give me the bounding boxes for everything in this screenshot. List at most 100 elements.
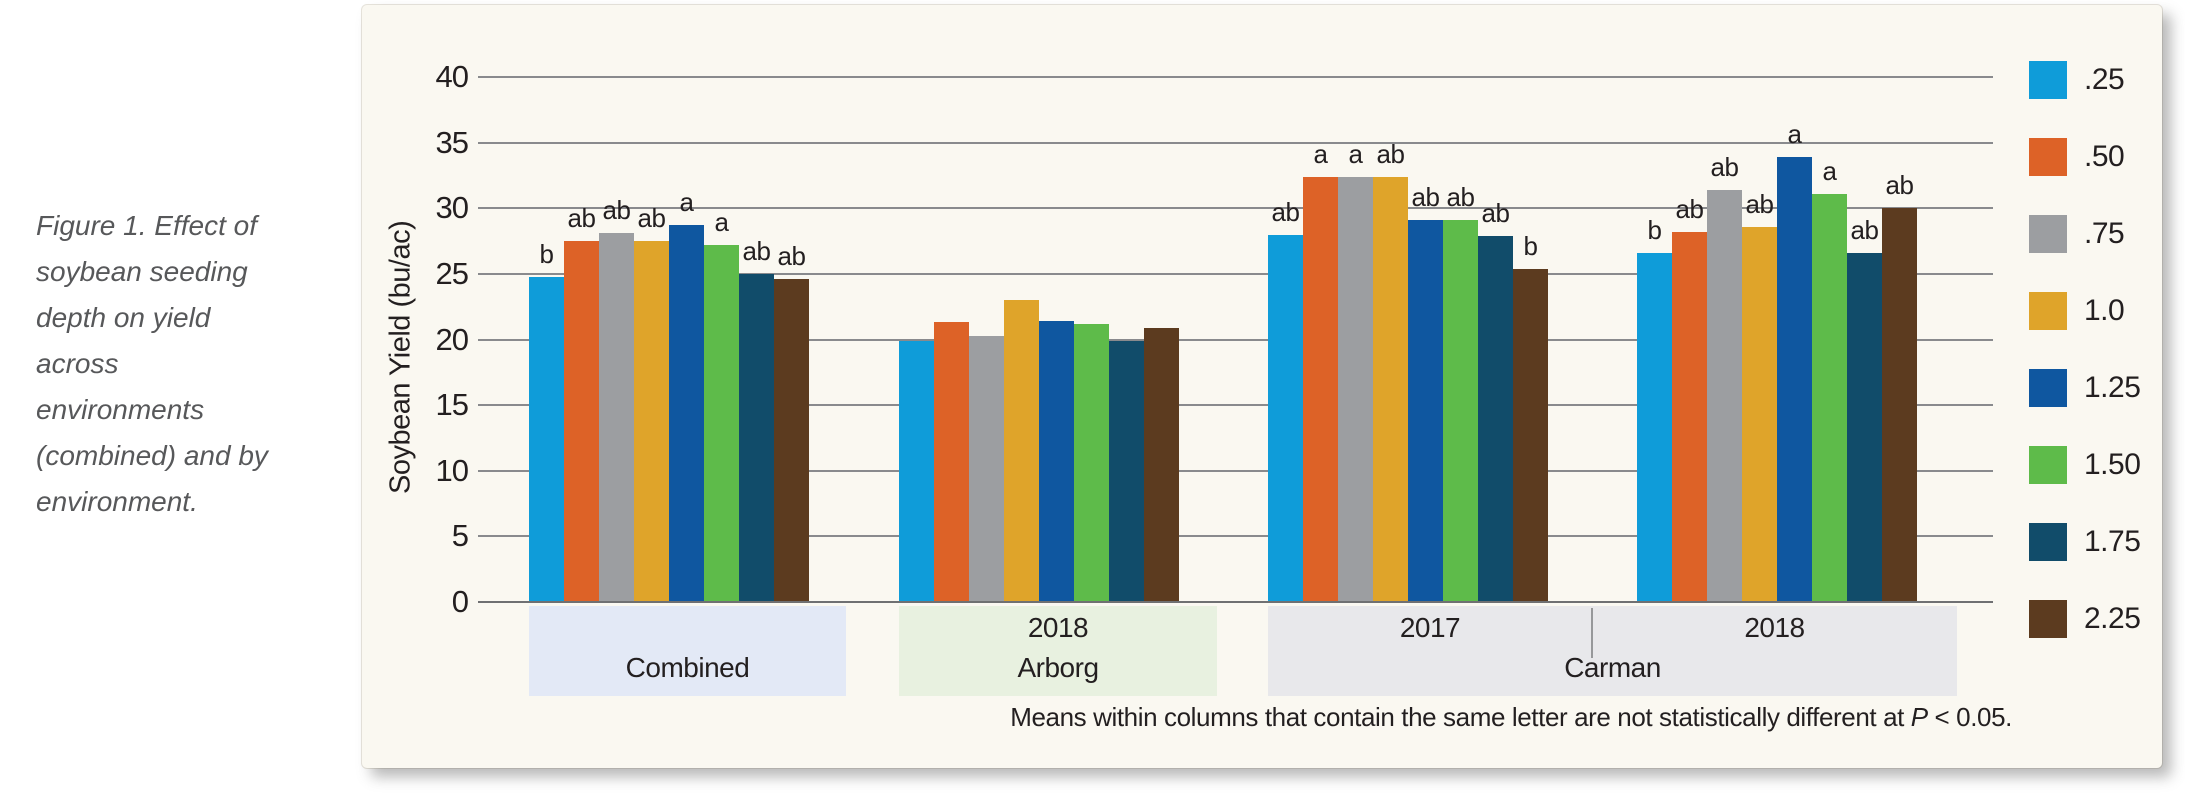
legend-swatch (2029, 138, 2067, 176)
significance-letter: a (714, 207, 729, 237)
bar-depth-.50-group-2 (1303, 176, 1338, 602)
y-tick-label-30: 30 (435, 190, 469, 226)
group-band-combined: Combined (529, 606, 846, 696)
significance-letter: ab (1885, 170, 1914, 201)
chart-panel: Soybean Yield (bu/ac) 0 5 10 15 20 25 30 35 40 Co… (362, 5, 2162, 768)
legend-swatch (2029, 369, 2067, 407)
group-band-arborg: 2018 Arborg (899, 606, 1217, 696)
legend-item-2.25: 2.25 (2029, 600, 2141, 638)
legend-label: 2.25 (2084, 602, 2141, 635)
legend-label: .50 (2084, 140, 2125, 173)
gridline-35 (478, 141, 1993, 144)
bar-depth-1.50-group-0 (704, 245, 739, 602)
legend-swatch (2029, 61, 2067, 99)
bar-depth-2.25-group-2 (1513, 268, 1548, 602)
bar-depth-2.25-group-3 (1882, 208, 1917, 602)
significance-letter: b (1523, 230, 1538, 261)
significance-letter: a (1313, 138, 1328, 169)
legend-swatch (2029, 215, 2067, 253)
significance-letter: b (539, 238, 554, 269)
bar-depth-.25-group-0 (529, 276, 564, 602)
bar-depth-.75-group-0 (599, 233, 634, 602)
y-tick-label-25: 25 (435, 255, 469, 291)
legend-label: .25 (2084, 63, 2125, 96)
bar-depth-1.25-group-3 (1777, 157, 1812, 602)
gridline-40 (478, 76, 1993, 78)
legend-item-1.0: 1.0 (2029, 292, 2140, 330)
band-year-label-right: 2018 (1744, 612, 1805, 643)
gridline-15 (478, 404, 1993, 407)
legend-swatch (2029, 292, 2067, 330)
bar-depth-1.25-group-2 (1408, 220, 1443, 602)
legend-item-.25: .25 (2029, 61, 2140, 99)
legend-swatch (2029, 523, 2067, 561)
bar-depth-1.0-group-3 (1742, 226, 1777, 602)
significance-letter: ab (1745, 188, 1774, 219)
significance-letter: ab (1481, 197, 1510, 228)
bar-depth-1.50-group-2 (1443, 220, 1478, 602)
x-axis-baseline (478, 601, 1993, 603)
band-year-label-left: 2017 (1399, 612, 1461, 643)
bar-depth-.75-group-2 (1338, 176, 1373, 602)
bar-depth-1.75-group-0 (739, 273, 774, 602)
bar-depth-.50-group-3 (1672, 231, 1707, 602)
legend-item-.75: .75 (2029, 215, 2140, 253)
footnote-text: Means within columns that contain the sa… (1010, 702, 1911, 732)
legend-swatch (2029, 600, 2067, 638)
footnote: Means within columns that contain the sa… (1010, 702, 2012, 733)
bar-depth-2.25-group-0 (774, 279, 809, 602)
y-tick-label-35: 35 (435, 124, 469, 160)
bar-depth-.75-group-3 (1707, 189, 1742, 602)
band-year-divider (1591, 608, 1593, 658)
gridline-5 (478, 535, 1993, 538)
y-tick-label-20: 20 (435, 321, 469, 357)
bar-depth-1.25-group-0 (669, 225, 704, 602)
significance-letter: ab (1376, 138, 1405, 169)
legend-label: 1.25 (2084, 371, 2141, 404)
legend-label: .75 (2084, 217, 2125, 250)
significance-letter: ab (1446, 182, 1475, 213)
legend-label: 1.0 (2084, 294, 2125, 327)
bar-depth-1.50-group-3 (1812, 193, 1847, 602)
bar-depth-1.75-group-2 (1478, 235, 1513, 602)
legend-swatch (2029, 446, 2067, 484)
bar-depth-1.75-group-3 (1847, 252, 1882, 602)
significance-letter: ab (1710, 151, 1739, 182)
bar-depth-.25-group-2 (1268, 234, 1303, 602)
significance-letter: a (679, 187, 694, 218)
group-band-carman: 2017 2018 Carman (1268, 606, 1957, 696)
significance-letter: ab (742, 235, 771, 266)
legend-item-.50: .50 (2029, 138, 2140, 176)
bar-depth-.25-group-3 (1637, 252, 1672, 602)
significance-letter: b (1647, 214, 1662, 245)
significance-letter: ab (602, 195, 631, 226)
bar-depth-1.75-group-1 (1109, 340, 1144, 602)
significance-letter: a (1348, 138, 1363, 169)
legend-item-1.50: 1.50 (2029, 446, 2141, 484)
significance-letter: a (1822, 155, 1837, 186)
legend-label: 1.75 (2084, 525, 2141, 558)
y-tick-label-40: 40 (435, 59, 469, 94)
bar-depth-.50-group-1 (934, 322, 969, 602)
bar-depth-2.25-group-1 (1144, 327, 1179, 602)
gridline-25 (478, 272, 1993, 275)
figure-caption: Figure 1. Effect of soybean seeding dept… (36, 210, 268, 517)
y-tick-label-0: 0 (451, 584, 469, 619)
legend: .25 .50 .75 1.0 1.25 1.50 1.75 2.25 (2029, 61, 2141, 638)
significance-letter: ab (777, 241, 806, 272)
gridline-30 (478, 207, 1993, 210)
bar-depth-1.50-group-1 (1074, 323, 1109, 602)
significance-letter: a (1787, 119, 1802, 150)
significance-letter: ab (1850, 214, 1879, 245)
gridline-20 (478, 338, 1993, 341)
y-tick-label-5: 5 (451, 518, 469, 554)
plot-area: 0 5 10 15 20 25 30 35 40 Combined 2018 Arborg 2017 20… (436, 61, 1993, 696)
band-environment-label: Arborg (1017, 652, 1099, 683)
gridline-10 (478, 469, 1993, 472)
significance-letter: ab (1271, 196, 1300, 227)
significance-letter: ab (1675, 193, 1704, 224)
bar-depth-.25-group-1 (899, 340, 934, 602)
band-year-label: 2018 (1027, 612, 1089, 643)
band-environment-label: Carman (1564, 652, 1661, 683)
bar-depth-1.25-group-1 (1039, 321, 1074, 602)
